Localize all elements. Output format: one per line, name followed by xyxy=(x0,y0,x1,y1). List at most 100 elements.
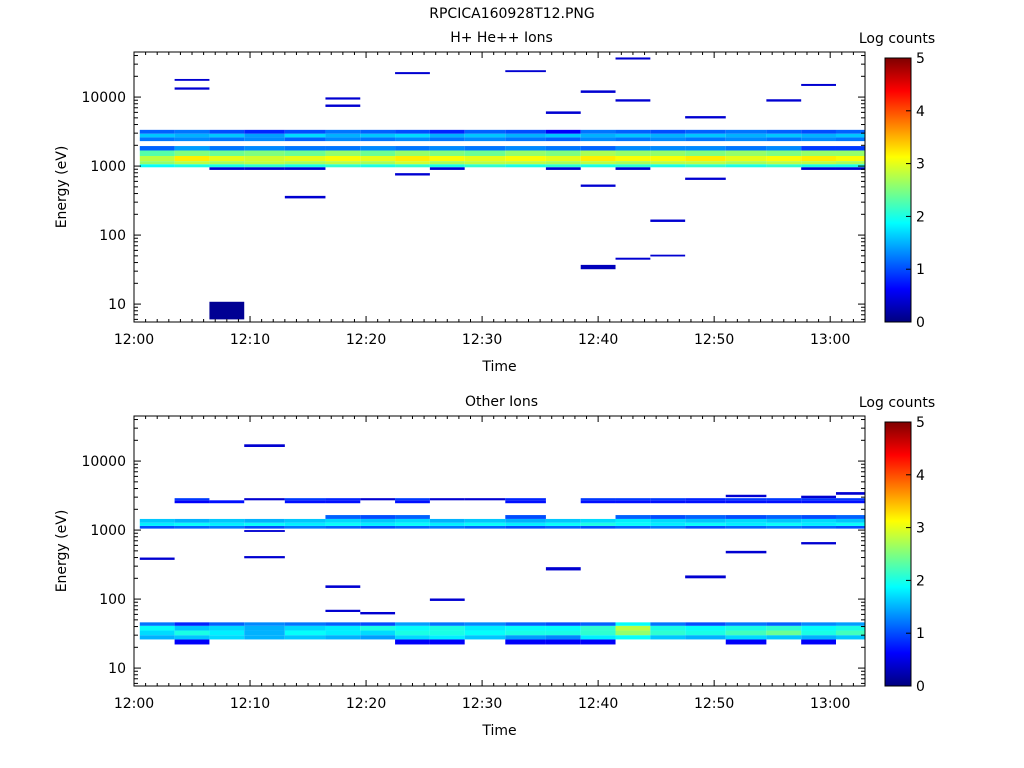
heatmap-cell xyxy=(766,630,802,636)
heatmap-cell xyxy=(174,137,210,142)
heatmap-cell xyxy=(801,518,836,523)
heatmap-cell xyxy=(429,133,465,138)
heatmap-cell xyxy=(464,146,506,151)
x-tick-label: 12:00 xyxy=(114,332,154,348)
heatmap-cell xyxy=(209,622,245,626)
heatmap-cell xyxy=(801,150,836,156)
x-tick-label: 12:20 xyxy=(346,332,386,348)
heatmap-cell xyxy=(801,635,836,640)
heatmap-cell xyxy=(395,518,430,523)
heatmap-cell xyxy=(395,522,430,526)
y-tick-label: 1000 xyxy=(90,159,126,175)
heatmap-cell xyxy=(395,72,430,75)
heatmap-cell xyxy=(580,639,616,645)
panel-title: H+ He++ Ions xyxy=(450,30,553,46)
heatmap-cell xyxy=(429,137,465,142)
heatmap-cell xyxy=(360,525,396,529)
heatmap-cell xyxy=(325,150,361,156)
heatmap-cell xyxy=(174,635,210,640)
heatmap-cell xyxy=(325,609,361,612)
heatmap-cell xyxy=(580,133,616,138)
heatmap-cell xyxy=(766,137,802,142)
heatmap-cell xyxy=(615,146,651,151)
heatmap-cell xyxy=(835,522,865,526)
heatmap-cell xyxy=(766,518,802,523)
heatmap-cell xyxy=(209,522,245,526)
heatmap-cell xyxy=(835,622,865,626)
heatmap-cell xyxy=(545,133,581,138)
heatmap-cell xyxy=(835,518,865,523)
heatmap-cell xyxy=(580,500,616,504)
heatmap-cell xyxy=(650,518,686,523)
heatmap-cell xyxy=(545,155,581,162)
heatmap-cell xyxy=(464,625,506,631)
heatmap-cell xyxy=(650,622,686,626)
heatmap-cell xyxy=(505,137,546,142)
heatmap-cell xyxy=(174,129,210,134)
heatmap-cell xyxy=(464,155,506,162)
heatmap-cell xyxy=(615,155,651,162)
heatmap-cell xyxy=(545,161,581,165)
heatmap-cell xyxy=(615,57,651,60)
heatmap-cell xyxy=(685,525,726,529)
heatmap-cell xyxy=(174,87,210,90)
heatmap-cell xyxy=(139,622,175,626)
heatmap-cell xyxy=(650,137,686,142)
heatmap-cell xyxy=(835,515,865,519)
heatmap-cell xyxy=(429,155,465,162)
heatmap-cell xyxy=(615,522,651,526)
heatmap-cell xyxy=(580,630,616,636)
heatmap-cell xyxy=(685,129,726,134)
heatmap-cell xyxy=(395,173,430,176)
heatmap-cell xyxy=(766,525,802,529)
heatmap-cell xyxy=(139,155,175,162)
heatmap-cell xyxy=(284,167,326,170)
x-tick-label: 12:20 xyxy=(346,696,386,712)
heatmap-cell xyxy=(685,515,726,519)
x-tick-label: 12:40 xyxy=(578,332,618,348)
heatmap-cell xyxy=(395,133,430,138)
heatmap-cell xyxy=(360,498,396,501)
heatmap-cell xyxy=(725,137,767,142)
heatmap-cell xyxy=(766,150,802,156)
heatmap-cell xyxy=(545,630,581,636)
colorbar-scale xyxy=(884,57,912,323)
heatmap-cell xyxy=(545,622,581,626)
heatmap-cell xyxy=(725,164,767,168)
heatmap-cell xyxy=(464,630,506,636)
x-tick-label: 12:50 xyxy=(694,332,734,348)
heatmap-cell xyxy=(766,129,802,134)
heatmap-cell xyxy=(766,146,802,151)
heatmap-cell xyxy=(505,522,546,526)
heatmap-cell xyxy=(139,625,175,631)
heatmap-cell xyxy=(725,625,767,631)
heatmap-cell xyxy=(395,137,430,142)
heatmap-cell xyxy=(505,622,546,626)
heatmap-cell xyxy=(244,155,285,162)
heatmap-cell xyxy=(284,522,326,526)
x-axis: 12:00 12:10 12:20 12:30 12:40 12:50 13:00 Time xyxy=(114,52,866,375)
heatmap-cell xyxy=(244,146,285,151)
heatmap-cell xyxy=(429,522,465,526)
heatmap-cell xyxy=(685,630,726,636)
heatmap-cell xyxy=(174,522,210,526)
heatmap-cell xyxy=(209,150,245,156)
heatmap-cell xyxy=(429,635,465,640)
heatmap-cell xyxy=(325,500,361,504)
panel-title: Other Ions xyxy=(465,394,538,410)
heatmap-cell xyxy=(505,164,546,168)
heatmap-cell xyxy=(395,164,430,168)
heatmap-cell xyxy=(835,133,865,138)
heatmap-cell xyxy=(284,133,326,138)
heatmap-cell xyxy=(725,150,767,156)
heatmap-cell xyxy=(801,155,836,162)
heatmap-cell xyxy=(429,625,465,631)
heatmap-cell xyxy=(615,167,651,170)
heatmap-cell xyxy=(209,525,245,529)
heatmap-cell xyxy=(505,70,546,73)
colorbar-tick-label: 4 xyxy=(916,468,925,484)
colorbar-label: Log counts xyxy=(859,31,935,47)
heatmap-cell xyxy=(835,146,865,151)
heatmap-cell xyxy=(360,150,396,156)
y-axis-label: Energy (eV) xyxy=(54,510,70,593)
